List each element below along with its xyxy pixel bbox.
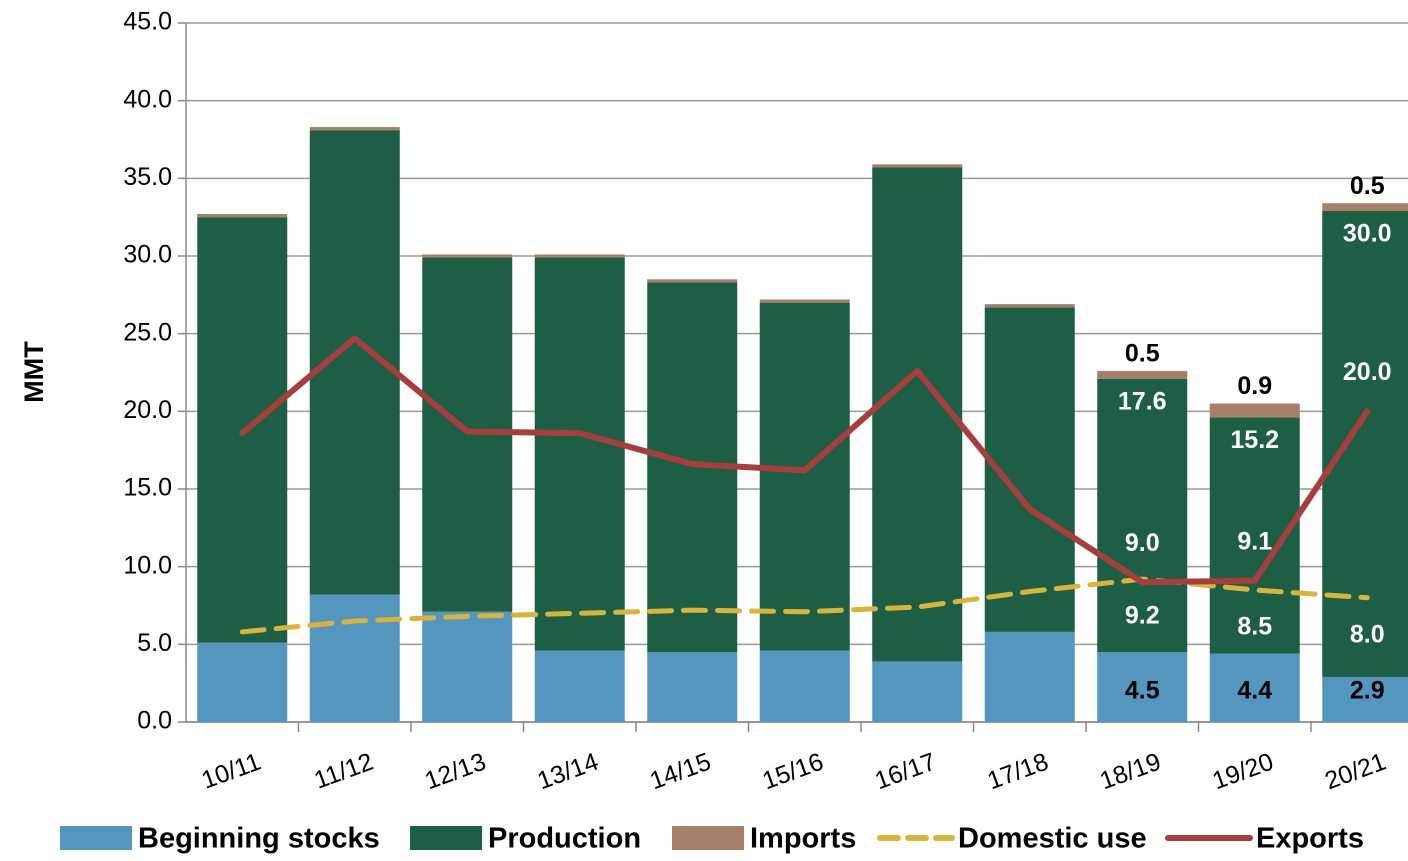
legend-label: Beginning stocks xyxy=(138,823,380,855)
bar-segment xyxy=(534,650,625,722)
bar-segment xyxy=(1322,203,1408,211)
bar-segment xyxy=(309,594,400,722)
legend-label: Exports xyxy=(1256,823,1364,855)
data-label: 2.9 xyxy=(1350,677,1385,705)
bar-segment xyxy=(1209,653,1300,722)
bar-segment xyxy=(1097,378,1188,653)
data-label: 20.0 xyxy=(1343,358,1392,386)
bar-segment xyxy=(534,254,625,258)
bar-segment xyxy=(1209,403,1300,418)
data-label: 4.5 xyxy=(1125,677,1160,705)
data-label: 4.4 xyxy=(1237,677,1272,705)
bar-segment xyxy=(534,257,625,651)
bar-segment xyxy=(422,254,513,258)
y-tick-label: 20.0 xyxy=(123,396,172,424)
legend-label: Imports xyxy=(750,823,856,855)
bar-segment xyxy=(1097,370,1188,379)
y-tick-label: 45.0 xyxy=(123,8,172,36)
y-tick-label: 0.0 xyxy=(137,707,172,735)
bar-segment xyxy=(1322,210,1408,677)
bar-segment xyxy=(197,642,288,722)
data-label: 15.2 xyxy=(1230,426,1279,454)
legend-swatch xyxy=(60,826,132,850)
bar-segment xyxy=(647,279,738,283)
bar-segment xyxy=(309,127,400,131)
bar-segment xyxy=(872,167,963,662)
bar-segment xyxy=(984,304,1075,308)
bar-segment xyxy=(197,214,288,218)
bar-segment xyxy=(759,299,850,303)
data-label: 8.5 xyxy=(1237,613,1272,641)
data-label: 17.6 xyxy=(1118,387,1167,415)
x-tick-label: 14/15 xyxy=(646,748,714,796)
bar-segment xyxy=(759,650,850,722)
data-label: 9.1 xyxy=(1237,527,1272,555)
y-tick-label: 35.0 xyxy=(123,163,172,191)
x-tick-label: 16/17 xyxy=(871,748,939,796)
data-label: 0.5 xyxy=(1125,340,1160,368)
y-tick-label: 40.0 xyxy=(123,85,172,113)
data-label: 8.0 xyxy=(1350,620,1385,648)
y-tick-label: 5.0 xyxy=(137,629,172,657)
y-axis-label: MMT xyxy=(19,341,49,403)
bar-segment xyxy=(1322,676,1408,722)
x-tick-label: 12/13 xyxy=(421,748,489,796)
x-tick-label: 18/19 xyxy=(1096,748,1164,796)
bar-segment xyxy=(1097,652,1188,722)
y-tick-label: 10.0 xyxy=(123,551,172,579)
y-tick-label: 25.0 xyxy=(123,318,172,346)
data-label: 30.0 xyxy=(1343,220,1392,248)
legend-swatch xyxy=(410,826,482,850)
legend-label: Production xyxy=(488,823,641,855)
y-tick-label: 15.0 xyxy=(123,474,172,502)
bar-segment xyxy=(647,652,738,722)
bar-segment xyxy=(872,661,963,722)
bar-segment xyxy=(984,631,1075,722)
legend-label: Domestic use xyxy=(958,823,1147,855)
y-tick-label: 30.0 xyxy=(123,241,172,269)
x-tick-label: 19/20 xyxy=(1209,748,1277,796)
data-label: 0.9 xyxy=(1237,372,1272,400)
legend-swatch xyxy=(672,826,744,850)
data-label: 0.5 xyxy=(1350,172,1385,200)
data-label: 9.0 xyxy=(1125,529,1160,557)
x-tick-label: 10/11 xyxy=(198,748,265,795)
bar-segment xyxy=(872,164,963,168)
bar-segment xyxy=(422,611,513,722)
x-tick-label: 20/21 xyxy=(1321,748,1389,796)
x-tick-label: 17/18 xyxy=(984,748,1052,796)
line xyxy=(239,335,1371,586)
x-tick-label: 13/14 xyxy=(534,748,602,796)
bar-segment xyxy=(759,302,850,651)
x-tick-label: 15/16 xyxy=(759,748,827,796)
data-label: 9.2 xyxy=(1125,602,1160,630)
x-tick-label: 11/12 xyxy=(310,748,377,795)
